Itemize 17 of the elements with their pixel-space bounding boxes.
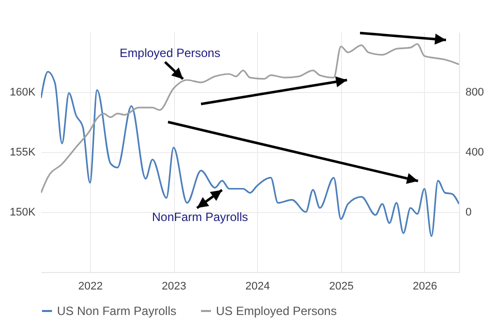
annotation: Employed Persons: [120, 46, 220, 60]
y2-tick-label: 800: [466, 86, 484, 98]
y-tick-label: 150K: [10, 206, 36, 218]
line-series: [41, 43, 459, 194]
x-tick-label: 2025: [329, 280, 354, 292]
x-tick-label: 2022: [78, 280, 103, 292]
x-tick-label: 2026: [412, 280, 438, 292]
annotation: NonFarm Payrolls: [152, 210, 248, 224]
y2-tick-label: 400: [466, 146, 484, 158]
legend-label: US Employed Persons: [216, 304, 337, 318]
y2-tick-label: 0: [466, 206, 472, 218]
y-tick-label: 160K: [10, 86, 36, 98]
y-tick-label: 155K: [10, 146, 36, 158]
x-tick-label: 2023: [162, 280, 186, 292]
legend-label: US Non Farm Payrolls: [57, 304, 176, 318]
line-series: [41, 70, 459, 237]
x-tick-label: 2024: [245, 280, 270, 292]
